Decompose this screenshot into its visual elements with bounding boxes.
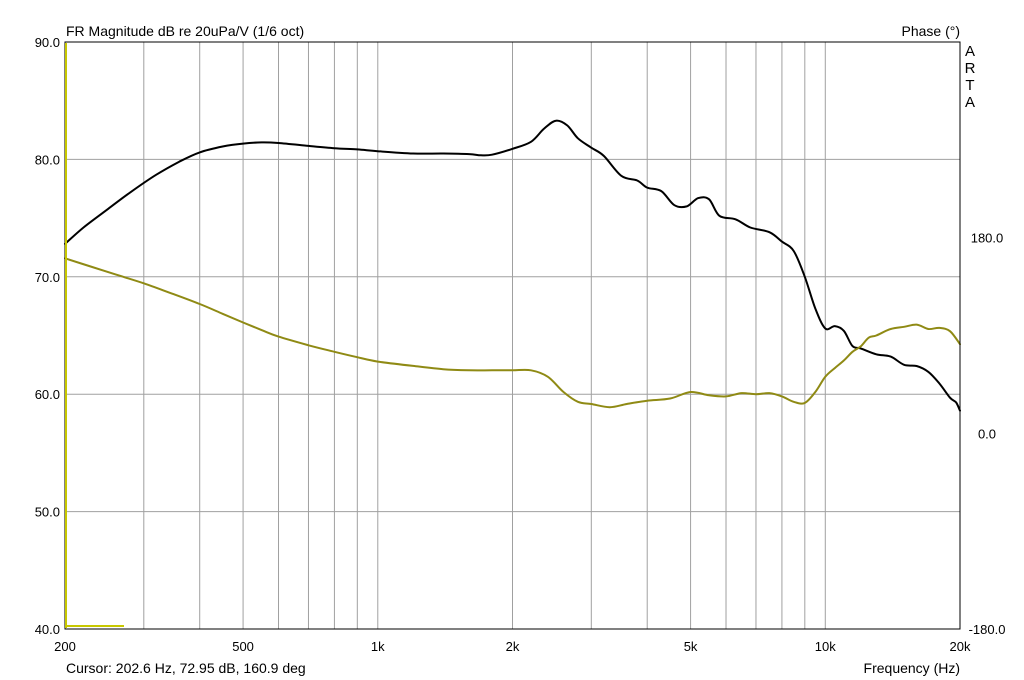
tick-labels: 200 500 1k 2k 5k 10k 20k 90.0 80.0 70.0 60.0 50.0 40… [35,35,1006,654]
x-tick-label: 1k [371,639,385,654]
chart-title: FR Magnitude dB re 20uPa/V (1/6 oct) [66,23,305,39]
grid-lines [65,41,960,630]
x-tick-label: 200 [54,639,76,654]
phase-curve [64,257,961,409]
y-tick-label: 80.0 [35,152,60,167]
x-tick-label: 10k [815,639,836,654]
x-tick-label: 500 [232,639,254,654]
y-tick-label: 70.0 [35,270,60,285]
watermark-letter: A [964,43,975,60]
x-tick-label: 5k [684,639,698,654]
phase-axis-title: Phase (°) [901,23,960,39]
x-axis-label: Frequency (Hz) [863,660,960,676]
watermark-letter: T [965,77,975,94]
data-series [64,119,961,412]
y-tick-label: 60.0 [35,387,60,402]
phase-tick-label: 0.0 [978,426,996,441]
x-tick-label: 2k [506,639,520,654]
magnitude-curve [64,119,961,412]
x-tick-label: 20k [950,639,971,654]
cursor-readout: Cursor: 202.6 Hz, 72.95 dB, 160.9 deg [66,660,306,676]
y-tick-label: 90.0 [35,35,60,50]
y-tick-label: 50.0 [35,505,60,520]
phase-tick-label: -180.0 [969,622,1006,637]
arta-watermark: A R T A [963,43,977,111]
y-tick-label: 40.0 [35,622,60,637]
watermark-letter: R [964,60,976,77]
phase-tick-label: 180.0 [971,231,1004,246]
watermark-letter: A [964,94,975,111]
